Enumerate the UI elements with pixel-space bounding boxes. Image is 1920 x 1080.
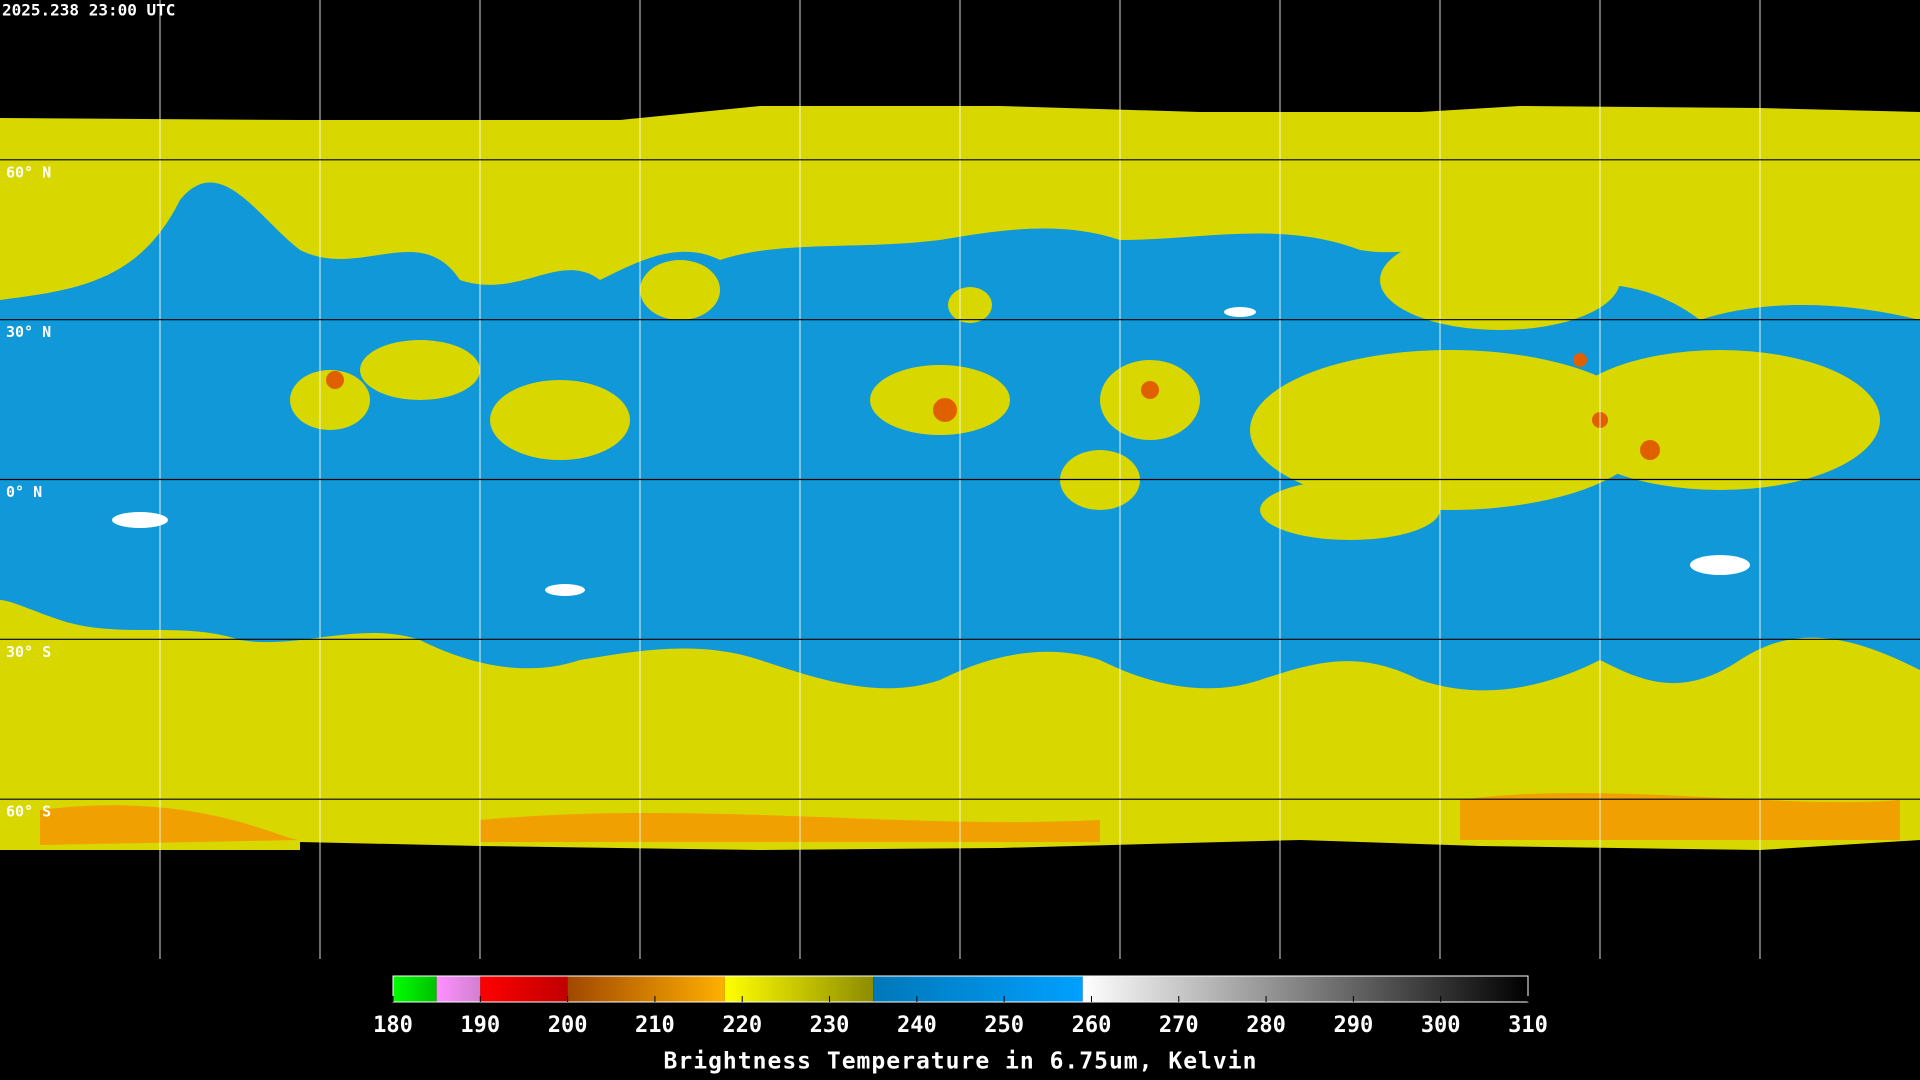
latitude-grid	[0, 159, 1920, 800]
colorbar-tick-label: 240	[897, 1013, 937, 1038]
latitude-label: 30° S	[6, 643, 51, 661]
colorbar-tick-label: 230	[810, 1013, 850, 1038]
colorbar-frame	[392, 975, 1529, 1003]
colorbar-band	[1082, 976, 1528, 1002]
colorbar-tick-label: 280	[1246, 1013, 1286, 1038]
latitude-label: 60° N	[6, 163, 51, 181]
colorbar-band	[393, 976, 437, 1002]
colorbar-tick-label: 310	[1508, 1013, 1548, 1038]
colorbar-tick-label: 210	[635, 1013, 675, 1038]
cold-tops-orange	[40, 792, 1900, 845]
colorbar-band	[436, 976, 481, 1002]
latitude-label: 60° S	[6, 803, 51, 821]
latitude-label: 0° N	[6, 483, 42, 501]
colorbar-band	[873, 976, 1083, 1002]
latitude-label: 30° N	[6, 323, 51, 341]
colorbar-tick-label: 190	[460, 1013, 500, 1038]
colorbar: 180 190 200 210 220 230 240 250 260 270 280 290 300 3…	[373, 975, 1548, 1075]
colorbar-tick-label: 300	[1421, 1013, 1461, 1038]
colorbar-tick-label: 270	[1159, 1013, 1199, 1038]
colorbar-tick-label: 290	[1334, 1013, 1374, 1038]
colorbar-tick-label: 250	[984, 1013, 1024, 1038]
southern-band	[20, 685, 1200, 781]
colorbar-tick-label: 200	[548, 1013, 588, 1038]
latitude-labels: 60° N 30° N 0° N 30° S 60° S	[6, 163, 51, 820]
colorbar-title: Brightness Temperature in 6.75um, Kelvin	[664, 1049, 1258, 1075]
warm-spots	[112, 307, 1750, 596]
colorbar-tick-label: 220	[722, 1013, 762, 1038]
colorbar-tick-label: 180	[373, 1013, 413, 1038]
timestamp: 2025.238 23:00 UTC	[2, 1, 175, 20]
colorbar-band	[724, 976, 874, 1002]
colorbar-band	[480, 976, 568, 1002]
colorbar-band	[567, 976, 725, 1002]
colorbar-tick-label: 260	[1072, 1013, 1112, 1038]
deep-convection	[326, 353, 1660, 460]
